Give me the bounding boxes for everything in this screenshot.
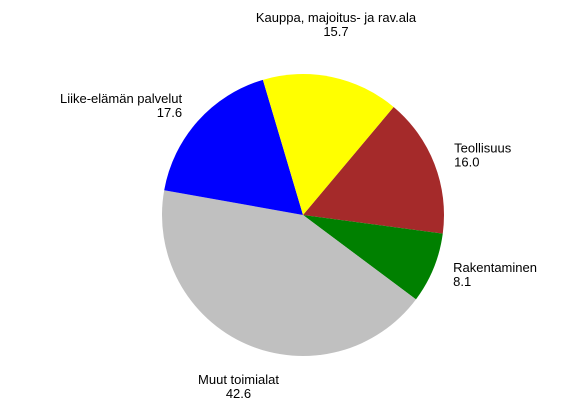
pie-slice [162, 190, 416, 356]
pie-slice [262, 74, 394, 215]
slice-label: Teollisuus [454, 140, 512, 155]
slice-label: Kauppa, majoitus- ja rav.ala [256, 10, 417, 25]
pie-slice [303, 215, 443, 300]
slice-label: Muut toimialat [198, 372, 279, 387]
pie-slice [164, 79, 303, 215]
slice-value: 8.1 [453, 274, 471, 289]
slice-value: 16.0 [454, 154, 479, 169]
slice-value: 42.6 [226, 386, 251, 401]
slice-label: Rakentaminen [453, 260, 537, 275]
slice-label: Liike-elämän palvelut [60, 91, 183, 106]
slice-value: 17.6 [157, 105, 182, 120]
pie-slice [303, 106, 444, 234]
slice-value: 15.7 [323, 24, 348, 39]
